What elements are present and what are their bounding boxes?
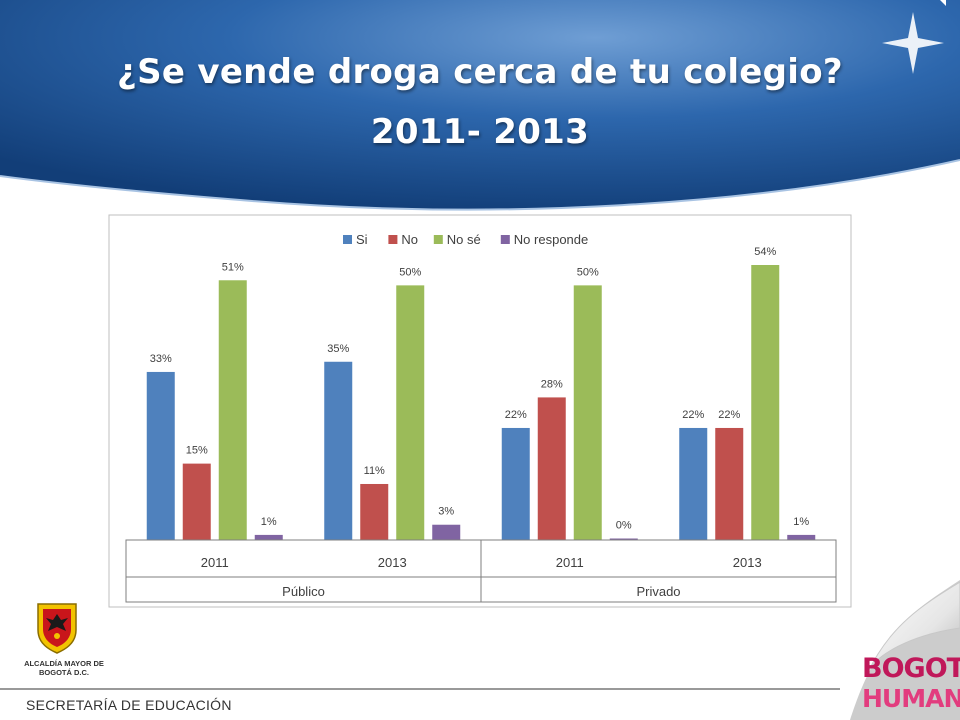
alcaldia-logo-text: ALCALDÍA MAYOR DE BOGOTÁ D.C.: [24, 659, 104, 677]
bar-no-responde-2: [432, 524, 461, 540]
value-labels: 33% 35% 22% 22% 15% 11% 28% 22% 51% 50% 50% 54% 1% 3%…: [150, 246, 810, 532]
legend-label-no: No: [401, 232, 418, 247]
bogota-coat-of-arms-icon: [37, 603, 77, 654]
bogota-humana-logo: BOGOTÁ HUMANA: [862, 653, 960, 714]
value-label-no-3: 28%: [541, 378, 563, 390]
bar-no-3: [537, 397, 566, 540]
legend-swatch-no-responde: [500, 235, 510, 244]
legend-swatch-no-s: [433, 235, 443, 244]
value-label-no-1: 15%: [186, 445, 208, 457]
value-label-no-responde-2: 3%: [438, 506, 454, 518]
value-label-no-s-2: 50%: [399, 266, 421, 278]
value-label-no-responde-3: 0%: [616, 520, 632, 532]
value-label-no-s-1: 51%: [222, 261, 244, 273]
value-label-no-responde-4: 1%: [793, 516, 809, 528]
value-label-si-2: 35%: [327, 343, 349, 355]
bar-no-s-3: [573, 285, 602, 540]
title-banner: [0, 0, 960, 211]
chart-legend: Si No No sé No responde: [343, 232, 588, 247]
category-label-4: 2013: [733, 555, 762, 570]
category-label-1: 2011: [201, 555, 229, 570]
group-label-privado: Privado: [636, 584, 680, 599]
value-label-no-4: 22%: [718, 409, 740, 421]
legend-label-si: Si: [356, 232, 368, 247]
bar-no-responde-4: [787, 534, 816, 540]
legend-swatch-no: [388, 235, 398, 244]
page-curl: [850, 580, 960, 720]
value-label-no-2: 11%: [364, 465, 385, 477]
bar-si-2: [324, 361, 353, 540]
value-label-si-1: 33%: [150, 353, 172, 365]
logo-line-bogota: BOGOTÁ: [862, 653, 960, 684]
bar-no-4: [715, 427, 744, 540]
value-label-no-s-4: 54%: [754, 246, 776, 258]
bar-si-4: [679, 427, 708, 540]
value-label-si-4: 22%: [682, 409, 704, 421]
bar-no-s-4: [751, 265, 780, 540]
value-label-no-s-3: 50%: [577, 266, 599, 278]
group-label-p-blico: Público: [282, 584, 325, 599]
slide-title: ¿Se vende droga cerca de tu colegio?: [117, 52, 843, 92]
bar-no-s-2: [396, 285, 425, 540]
bar-no-responde-3: [609, 538, 638, 540]
bar-no-1: [182, 463, 211, 540]
footer-divider: [0, 688, 840, 690]
value-label-no-responde-1: 1%: [261, 516, 277, 528]
logo-line-humana: HUMANA: [862, 684, 960, 713]
bar-no-2: [360, 483, 389, 540]
bar-no-responde-1: [254, 534, 283, 540]
category-label-2: 2013: [378, 555, 407, 570]
bar-no-s-1: [218, 280, 247, 540]
category-axis: Público Privado 2011 2013 2011 2013: [125, 539, 837, 603]
value-label-si-3: 22%: [505, 409, 527, 421]
slide-subtitle-years: 2011- 2013: [370, 112, 590, 152]
bars: [146, 265, 816, 540]
category-label-3: 2011: [556, 555, 584, 570]
bar-si-3: [501, 427, 530, 540]
legend-label-no-responde: No responde: [514, 232, 588, 247]
footer-secretaria: SECRETARÍA DE EDUCACIÓN: [26, 697, 232, 713]
bar-si-1: [146, 371, 175, 540]
legend-label-no-s: No sé: [447, 232, 481, 247]
legend-swatch-si: [343, 235, 352, 244]
